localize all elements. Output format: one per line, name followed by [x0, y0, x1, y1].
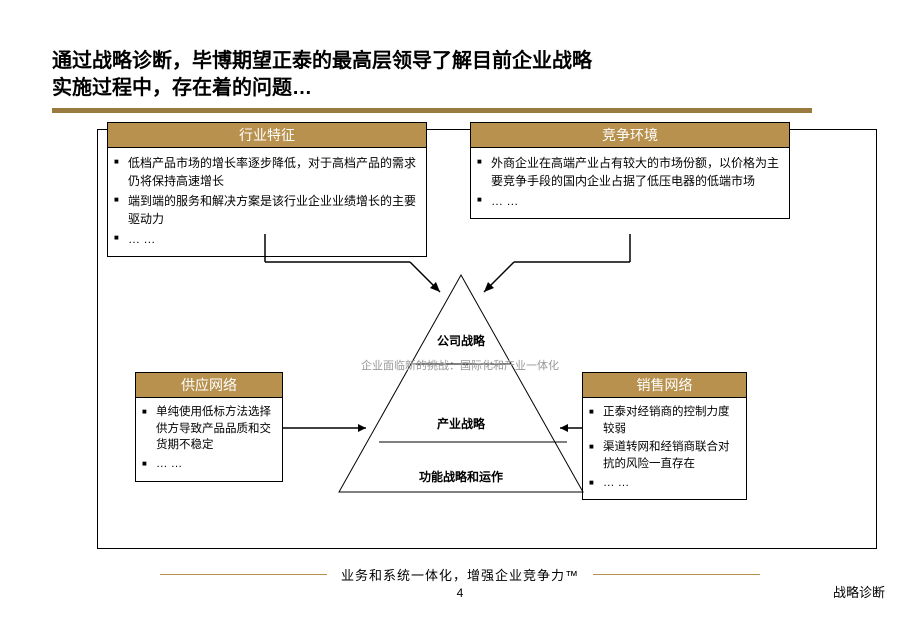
list-item: 渠道转网和经销商联合对抗的风险一直存在	[603, 439, 738, 472]
list-item: 端到端的服务和解决方案是该行业企业业绩增长的主要驱动力	[128, 192, 418, 228]
list-item: … …	[128, 230, 418, 248]
box-competition-header: 竞争环境	[471, 123, 789, 148]
box-sales-header: 销售网络	[583, 373, 746, 398]
page-number: 4	[457, 586, 464, 600]
footer-line-right	[593, 574, 760, 575]
pyramid-level-2: 产业战略	[321, 415, 601, 432]
pyramid-subtitle: 企业面临新的挑战：国际化和产业一体化	[230, 357, 690, 373]
pyramid-level-1: 公司战略	[321, 332, 601, 349]
list-item: 外商企业在高端产业占有较大的市场份额，以价格为主要竞争手段的国内企业占据了低压电…	[491, 154, 781, 190]
title-line1: 通过战略诊断，毕博期望正泰的最高层领导了解目前企业战略	[52, 48, 860, 75]
list-item: … …	[156, 456, 274, 473]
slide-title: 通过战略诊断，毕博期望正泰的最高层领导了解目前企业战略 实施过程中，存在着的问题…	[52, 48, 860, 113]
title-line2: 实施过程中，存在着的问题…	[52, 75, 860, 102]
title-underline	[52, 108, 812, 113]
list-item: … …	[491, 192, 781, 210]
box-industry: 行业特征 低档产品市场的增长率逐步降低，对于高档产品的需求仍将保持高速增长 端到…	[107, 122, 427, 257]
box-sales: 销售网络 正泰对经销商的控制力度较弱 渠道转网和经销商联合对抗的风险一直存在 ……	[582, 372, 747, 500]
list-item: … …	[603, 475, 738, 492]
strategy-pyramid: 公司战略 产业战略 功能战略和运作	[321, 270, 601, 500]
list-item: 正泰对经销商的控制力度较弱	[603, 404, 738, 437]
footer-right-label: 战略诊断	[833, 582, 885, 601]
box-competition-body: 外商企业在高端产业占有较大的市场份额，以价格为主要竞争手段的国内企业占据了低压电…	[471, 148, 789, 218]
box-sales-body: 正泰对经销商的控制力度较弱 渠道转网和经销商联合对抗的风险一直存在 … …	[583, 398, 746, 499]
box-competition: 竞争环境 外商企业在高端产业占有较大的市场份额，以价格为主要竞争手段的国内企业占…	[470, 122, 790, 219]
list-item: 低档产品市场的增长率逐步降低，对于高档产品的需求仍将保持高速增长	[128, 154, 418, 190]
box-industry-body: 低档产品市场的增长率逐步降低，对于高档产品的需求仍将保持高速增长 端到端的服务和…	[108, 148, 426, 256]
footer-line-left	[160, 574, 327, 575]
box-supply: 供应网络 单纯使用低标方法选择供方导致产品品质和交货期不稳定 … …	[135, 372, 283, 482]
footer-text: 业务和系统一体化，增强企业竞争力™	[327, 565, 593, 584]
box-supply-body: 单纯使用低标方法选择供方导致产品品质和交货期不稳定 … …	[136, 398, 282, 481]
box-industry-header: 行业特征	[108, 123, 426, 148]
pyramid-svg	[321, 270, 601, 500]
list-item: 单纯使用低标方法选择供方导致产品品质和交货期不稳定	[156, 404, 274, 454]
pyramid-level-3: 功能战略和运作	[321, 468, 601, 485]
box-supply-header: 供应网络	[136, 373, 282, 398]
footer-bar: 业务和系统一体化，增强企业竞争力™	[160, 565, 760, 584]
